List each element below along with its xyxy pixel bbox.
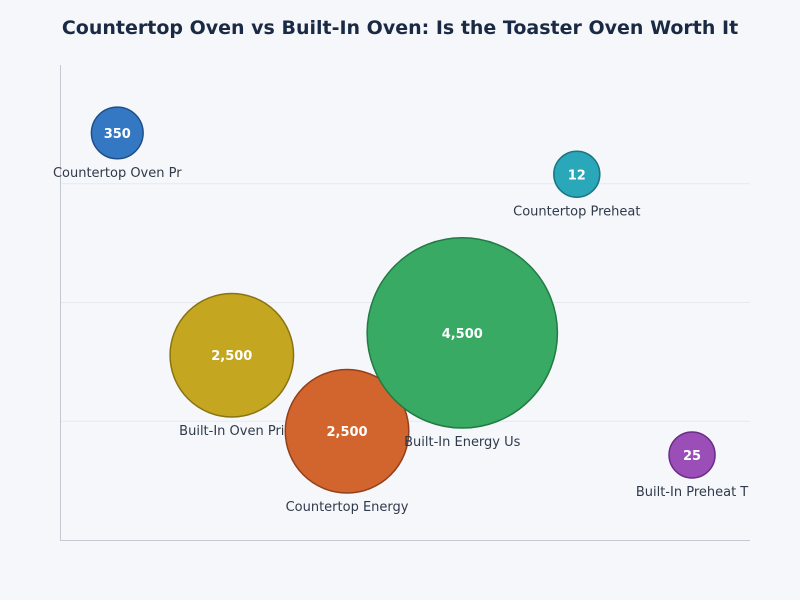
bubble-circle[interactable] bbox=[366, 237, 559, 429]
chart-title: Countertop Oven vs Built-In Oven: Is the… bbox=[62, 17, 738, 39]
bubble-label: Built-In Energy Us bbox=[404, 435, 521, 450]
bubble-circle[interactable] bbox=[90, 106, 144, 160]
bubble-label: Countertop Preheat bbox=[513, 204, 640, 219]
bubble-label: Countertop Energy bbox=[286, 500, 409, 515]
bubble-label: Countertop Oven Pr bbox=[53, 166, 182, 181]
bubble-circle[interactable] bbox=[284, 368, 410, 494]
bubble-label: Built-In Oven Pri bbox=[179, 424, 284, 439]
bubble-value-label: 4,500 bbox=[442, 327, 483, 342]
bubble-value-label: 2,500 bbox=[211, 349, 252, 364]
bubble-1[interactable]: 12 Countertop Preheat bbox=[513, 150, 640, 219]
bubble-2[interactable]: 2,500 Built-In Oven Pri bbox=[169, 292, 295, 439]
bubble-label: Built-In Preheat T bbox=[636, 485, 748, 500]
bubble-value-label: 25 bbox=[683, 449, 701, 464]
bubble-value-label: 2,500 bbox=[326, 425, 367, 440]
bubble-4[interactable]: 4,500 Built-In Energy Us bbox=[366, 237, 559, 450]
bubble-value-label: 350 bbox=[104, 127, 131, 142]
bubble-circle[interactable] bbox=[169, 292, 295, 418]
bubble-value-label: 12 bbox=[568, 168, 586, 183]
bubble-circle[interactable] bbox=[668, 431, 716, 479]
bubble-circle[interactable] bbox=[553, 150, 601, 198]
bubbles: 350 Countertop Oven Pr 12 Countertop Prehea… bbox=[53, 106, 748, 515]
bubble-5[interactable]: 25 Built-In Preheat T bbox=[636, 431, 748, 500]
bubble-3[interactable]: 2,500 Countertop Energy bbox=[284, 368, 410, 515]
bubble-0[interactable]: 350 Countertop Oven Pr bbox=[53, 106, 182, 181]
